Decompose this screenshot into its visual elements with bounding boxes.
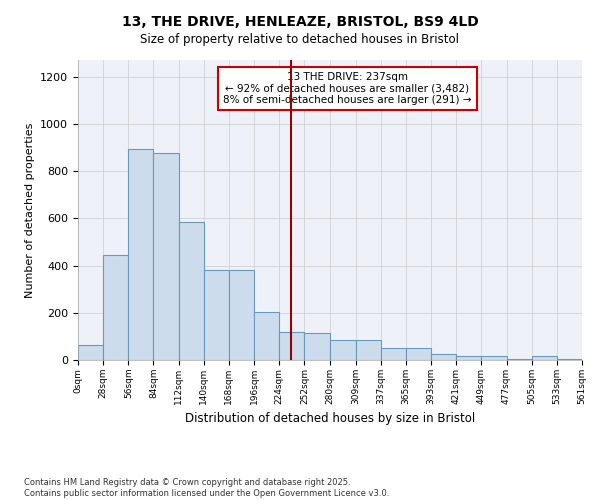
Bar	[431, 354, 456, 360]
Bar	[456, 356, 481, 360]
Bar	[356, 340, 381, 360]
Bar	[229, 270, 254, 360]
Bar	[406, 348, 431, 360]
Text: Size of property relative to detached houses in Bristol: Size of property relative to detached ho…	[140, 32, 460, 46]
Bar	[481, 356, 506, 360]
Bar	[128, 148, 154, 360]
Bar	[279, 332, 304, 360]
Bar	[304, 333, 329, 360]
X-axis label: Distribution of detached houses by size in Bristol: Distribution of detached houses by size …	[185, 412, 475, 426]
Text: 13 THE DRIVE: 237sqm
← 92% of detached houses are smaller (3,482)
8% of semi-det: 13 THE DRIVE: 237sqm ← 92% of detached h…	[223, 72, 472, 105]
Bar	[254, 312, 279, 360]
Bar	[532, 356, 557, 360]
Bar	[103, 255, 128, 360]
Y-axis label: Number of detached properties: Number of detached properties	[25, 122, 35, 298]
Text: 13, THE DRIVE, HENLEAZE, BRISTOL, BS9 4LD: 13, THE DRIVE, HENLEAZE, BRISTOL, BS9 4L…	[122, 15, 478, 29]
Text: Contains HM Land Registry data © Crown copyright and database right 2025.
Contai: Contains HM Land Registry data © Crown c…	[24, 478, 389, 498]
Bar	[154, 154, 179, 360]
Bar	[329, 340, 356, 360]
Bar	[179, 222, 204, 360]
Bar	[557, 359, 582, 360]
Bar	[506, 359, 532, 360]
Bar	[381, 348, 406, 360]
Bar	[204, 270, 229, 360]
Bar	[78, 344, 103, 360]
